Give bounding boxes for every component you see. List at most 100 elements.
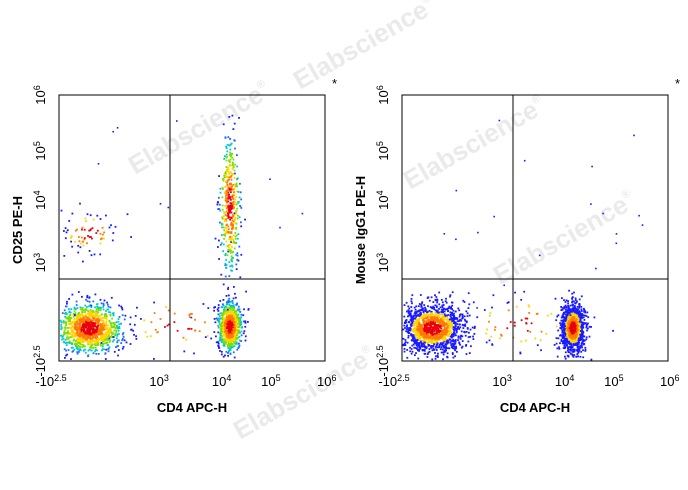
event-dot <box>106 339 108 341</box>
event-dot <box>452 347 454 349</box>
event-dot <box>224 340 227 342</box>
event-dot <box>569 342 572 345</box>
event-dot <box>438 308 440 310</box>
event-dot <box>563 299 565 302</box>
event-dot <box>575 317 578 319</box>
event-dot <box>576 326 579 329</box>
event-dot <box>87 323 89 325</box>
event-dot <box>441 324 443 327</box>
event-dot <box>568 342 570 345</box>
event-dot <box>104 313 107 315</box>
event-dot <box>557 329 560 332</box>
event-dot <box>222 283 225 286</box>
event-dot <box>86 341 89 343</box>
event-dot <box>86 327 89 330</box>
event-dot <box>78 319 81 321</box>
event-dot <box>572 307 575 309</box>
event-dot <box>233 207 235 209</box>
event-dot <box>571 300 574 303</box>
event-dot <box>72 321 75 323</box>
event-dot <box>188 314 191 316</box>
event-dot <box>570 344 573 347</box>
event-dot <box>115 321 118 324</box>
event-dot <box>95 232 98 234</box>
event-dot <box>222 328 224 331</box>
event-dot <box>441 348 444 351</box>
event-dot <box>116 325 118 327</box>
event-dot <box>227 168 230 170</box>
event-dot <box>412 328 415 330</box>
event-dot <box>114 333 116 336</box>
x-tick-label: 103 <box>149 373 168 389</box>
event-dot <box>77 251 80 254</box>
event-dot <box>431 328 434 331</box>
event-dot <box>228 317 231 319</box>
event-dot <box>85 320 87 323</box>
event-dot <box>223 229 226 232</box>
event-dot <box>227 333 230 336</box>
event-dot <box>419 309 422 311</box>
event-dot <box>215 335 217 338</box>
event-dot <box>87 339 89 342</box>
event-dot <box>430 340 433 342</box>
event-dot <box>221 341 223 344</box>
event-dot <box>571 336 574 339</box>
event-dot <box>229 325 232 328</box>
event-dot <box>562 333 565 335</box>
event-dot <box>173 321 176 323</box>
event-dot <box>234 201 237 204</box>
event-dot <box>108 346 111 349</box>
event-dot <box>109 314 112 317</box>
event-dot <box>224 312 227 315</box>
event-dot <box>461 315 464 318</box>
event-dot <box>116 334 119 337</box>
event-dot <box>109 322 112 324</box>
event-dot <box>573 300 575 303</box>
event-dot <box>440 333 442 336</box>
event-dot <box>459 338 462 340</box>
event-dot <box>556 315 559 318</box>
event-dot <box>237 331 240 334</box>
event-dot <box>406 310 408 313</box>
event-dot <box>467 340 470 343</box>
event-dot <box>461 345 464 348</box>
event-dot <box>74 308 77 311</box>
event-dot <box>84 308 87 310</box>
event-dot <box>579 345 581 348</box>
dotplot-panel-cd25: * CD4 APC-H CD25 PE-H -102.5 103 104 105 106… <box>10 76 337 415</box>
event-dot <box>233 314 236 317</box>
event-dot <box>408 307 411 310</box>
event-dot <box>86 213 89 216</box>
event-dot <box>81 322 84 324</box>
event-dot <box>219 324 222 327</box>
event-dot <box>575 330 578 333</box>
event-dot <box>240 313 243 316</box>
event-dot <box>143 319 146 322</box>
event-dot <box>227 288 229 290</box>
event-dot <box>419 327 422 330</box>
event-dot <box>188 327 191 330</box>
event-dot <box>222 188 224 190</box>
event-dot <box>232 257 234 259</box>
event-dot <box>226 175 229 178</box>
event-dot <box>459 326 462 329</box>
event-dot <box>572 317 575 320</box>
event-dot <box>436 317 439 320</box>
event-dot <box>112 325 114 328</box>
event-dot <box>96 342 99 345</box>
event-dot <box>63 309 66 312</box>
event-dot <box>88 314 91 317</box>
event-dot <box>63 341 66 344</box>
event-dot <box>234 319 237 322</box>
event-dot <box>85 321 88 324</box>
event-dot <box>420 317 423 320</box>
event-dot <box>221 223 224 226</box>
event-dot <box>567 346 570 349</box>
event-dot <box>225 180 227 183</box>
event-dot <box>234 209 237 212</box>
event-dot <box>220 337 223 339</box>
event-dot <box>107 338 109 341</box>
event-dot <box>235 327 238 330</box>
event-dot <box>99 331 102 334</box>
